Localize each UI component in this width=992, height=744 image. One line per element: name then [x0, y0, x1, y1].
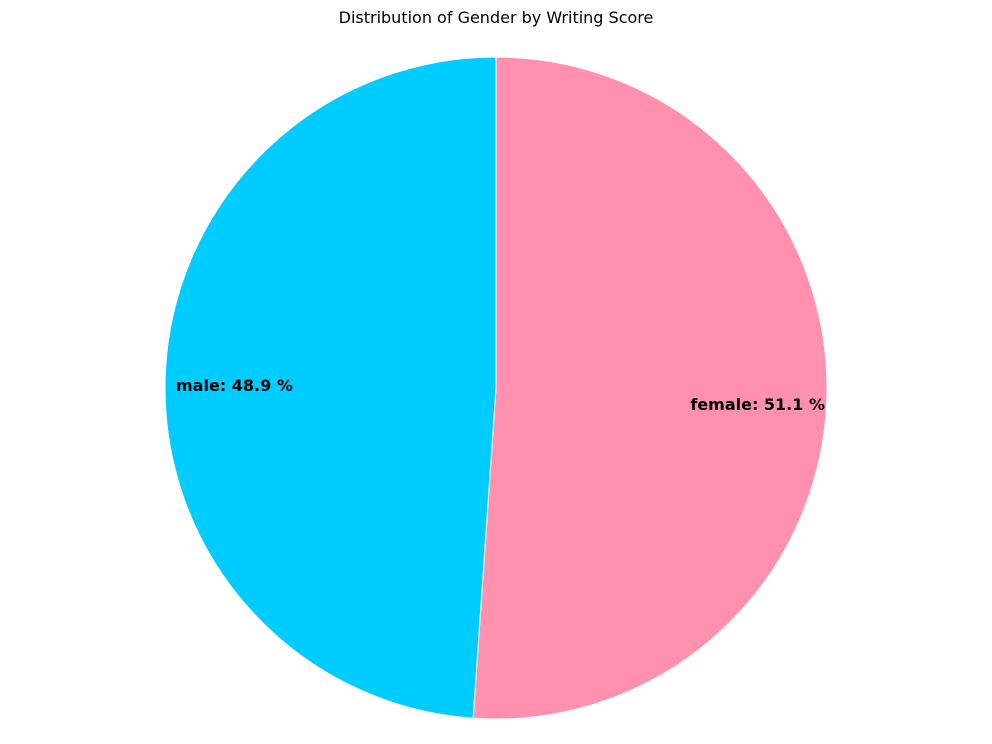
pie-slice-male: [164, 56, 497, 719]
pie-slices: [164, 56, 828, 720]
slice-label-male: male: 48.9 %: [176, 376, 293, 395]
pie-labels: female: 51.1 % male: 48.9 %: [176, 376, 825, 414]
slice-label-female: female: 51.1 %: [690, 395, 825, 414]
chart-title: Distribution of Gender by Writing Score: [338, 8, 654, 27]
pie-slice-female: [472, 56, 828, 720]
